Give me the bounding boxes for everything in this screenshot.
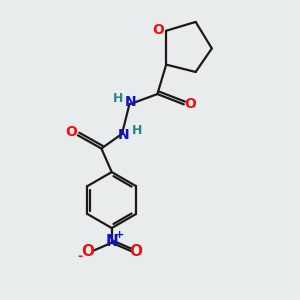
Text: N: N (105, 234, 118, 249)
Text: +: + (115, 230, 124, 240)
Text: H: H (113, 92, 123, 105)
Text: O: O (130, 244, 143, 259)
Text: O: O (152, 23, 164, 37)
Text: N: N (125, 95, 137, 109)
Text: O: O (81, 244, 94, 259)
Text: O: O (184, 98, 196, 111)
Text: H: H (132, 124, 142, 137)
Text: -: - (78, 250, 83, 263)
Text: O: O (65, 125, 77, 139)
Text: N: N (118, 128, 129, 142)
